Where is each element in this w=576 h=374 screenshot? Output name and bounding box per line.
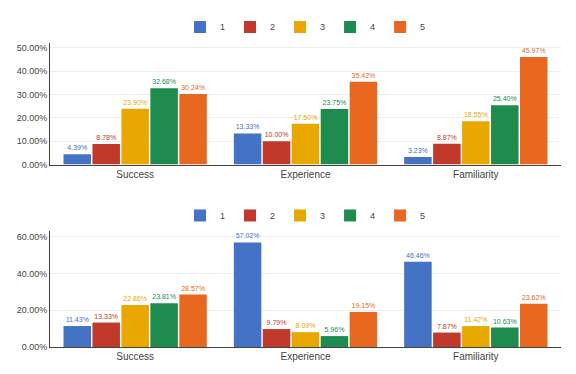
svg-text:0.00%: 0.00%: [22, 160, 48, 170]
svg-text:4: 4: [370, 22, 375, 32]
svg-text:5: 5: [420, 22, 425, 32]
svg-text:1: 1: [220, 22, 225, 32]
svg-text:22.86%: 22.86%: [123, 295, 147, 302]
svg-text:32.68%: 32.68%: [152, 78, 176, 85]
svg-text:60.00%: 60.00%: [17, 232, 48, 242]
svg-text:20.00%: 20.00%: [17, 113, 48, 123]
svg-text:2: 2: [270, 22, 275, 32]
svg-text:17.50%: 17.50%: [294, 114, 318, 121]
svg-text:3.23%: 3.23%: [408, 147, 428, 154]
svg-text:8.09%: 8.09%: [296, 322, 316, 329]
svg-text:4: 4: [370, 211, 375, 221]
svg-text:35.42%: 35.42%: [352, 72, 376, 79]
svg-text:23.81%: 23.81%: [152, 293, 176, 300]
svg-text:11.43%: 11.43%: [66, 316, 89, 323]
svg-text:Success: Success: [116, 169, 154, 180]
svg-text:2: 2: [270, 211, 275, 221]
svg-text:7.87%: 7.87%: [437, 323, 457, 330]
svg-text:20.00%: 20.00%: [17, 305, 48, 315]
svg-text:18.55%: 18.55%: [464, 111, 488, 118]
svg-text:Success: Success: [116, 351, 154, 362]
svg-text:9.79%: 9.79%: [267, 319, 287, 326]
svg-text:5.96%: 5.96%: [325, 326, 345, 333]
svg-text:13.33%: 13.33%: [94, 313, 118, 320]
svg-text:3: 3: [320, 211, 325, 221]
svg-text:11.42%: 11.42%: [464, 316, 487, 323]
svg-text:Familiarity: Familiarity: [453, 169, 499, 180]
svg-text:28.57%: 28.57%: [181, 285, 205, 292]
svg-text:57.02%: 57.02%: [236, 232, 260, 239]
svg-text:19.15%: 19.15%: [352, 302, 376, 309]
svg-text:10.63%: 10.63%: [493, 318, 517, 325]
svg-text:Familiarity: Familiarity: [453, 351, 499, 362]
svg-text:3: 3: [320, 22, 325, 32]
svg-text:1: 1: [220, 211, 225, 221]
svg-text:40.00%: 40.00%: [17, 269, 48, 279]
svg-text:23.75%: 23.75%: [323, 99, 347, 106]
svg-text:4.39%: 4.39%: [67, 144, 87, 151]
svg-text:30.00%: 30.00%: [17, 90, 48, 100]
svg-text:Experience: Experience: [280, 169, 330, 180]
svg-text:45.97%: 45.97%: [522, 47, 546, 54]
svg-text:10.00%: 10.00%: [265, 131, 289, 138]
svg-text:30.24%: 30.24%: [181, 84, 205, 91]
svg-text:0.00%: 0.00%: [22, 342, 48, 352]
svg-text:23.90%: 23.90%: [123, 99, 147, 106]
svg-text:13.33%: 13.33%: [236, 123, 260, 130]
svg-text:46.46%: 46.46%: [406, 252, 430, 259]
svg-text:10.00%: 10.00%: [17, 136, 48, 146]
svg-text:8.87%: 8.87%: [437, 134, 457, 141]
svg-text:50.00%: 50.00%: [17, 43, 48, 53]
svg-text:Experience: Experience: [280, 351, 330, 362]
svg-text:8.78%: 8.78%: [96, 134, 116, 141]
svg-text:5: 5: [420, 211, 425, 221]
svg-text:23.62%: 23.62%: [522, 294, 546, 301]
svg-text:40.00%: 40.00%: [17, 66, 48, 76]
svg-text:25.40%: 25.40%: [493, 95, 517, 102]
